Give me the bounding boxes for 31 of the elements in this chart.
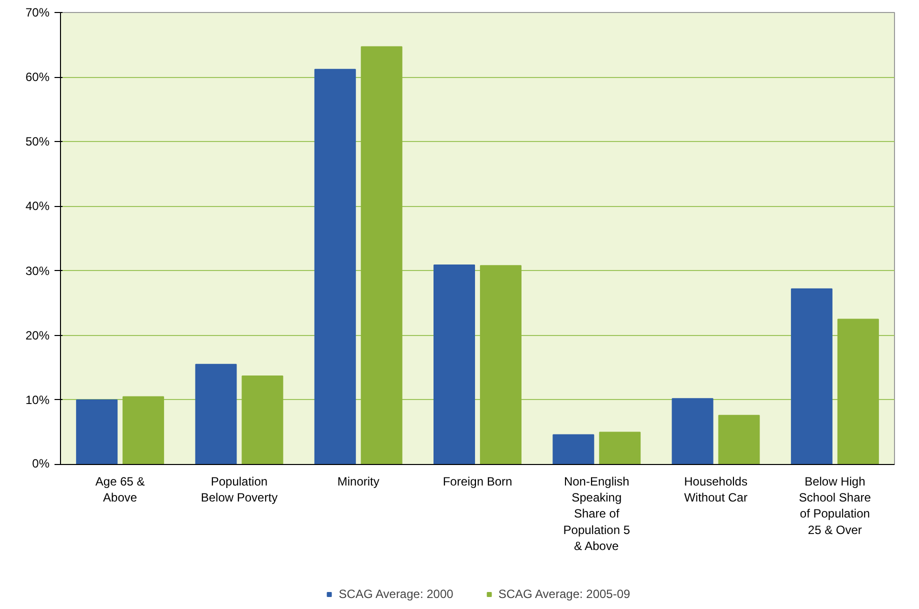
- bar: [434, 264, 476, 464]
- y-tick-label: 10%: [25, 392, 50, 407]
- bar: [672, 398, 714, 464]
- x-tick-label: Below High School Share of Population 25 & Over: [798, 474, 872, 537]
- bar: [360, 46, 402, 464]
- bar: [195, 364, 237, 464]
- bar: [552, 434, 594, 464]
- bar: [242, 376, 284, 464]
- x-tick-label: Non-English Speaking Share of Population 5 & Above: [563, 474, 630, 553]
- bar: [837, 318, 879, 464]
- y-tick-label: 40%: [25, 199, 50, 214]
- x-tick-label: Minority: [337, 474, 380, 489]
- bar: [314, 68, 356, 464]
- y-tick-label: 70%: [25, 6, 50, 20]
- bar: [790, 288, 832, 464]
- x-tick-label: Age 65 & Above: [95, 474, 145, 505]
- legend-label: SCAG Average: 2000: [338, 587, 454, 601]
- bar: [76, 399, 118, 464]
- y-tick-label: 20%: [25, 328, 50, 342]
- legend-label: SCAG Average: 2005-09: [498, 587, 630, 601]
- y-tick-label: 0%: [32, 456, 50, 470]
- x-tick-label: Population Below Poverty: [200, 474, 278, 505]
- x-tick-label: Households Without Car: [684, 474, 748, 505]
- y-tick-label: 30%: [25, 264, 50, 278]
- y-tick-label: 60%: [25, 70, 50, 84]
- bar: [480, 265, 522, 464]
- bar: [718, 414, 760, 464]
- bar: [122, 396, 164, 464]
- bar: [599, 432, 641, 464]
- x-tick-label: Foreign Born: [442, 474, 512, 489]
- y-tick-label: 50%: [25, 134, 50, 149]
